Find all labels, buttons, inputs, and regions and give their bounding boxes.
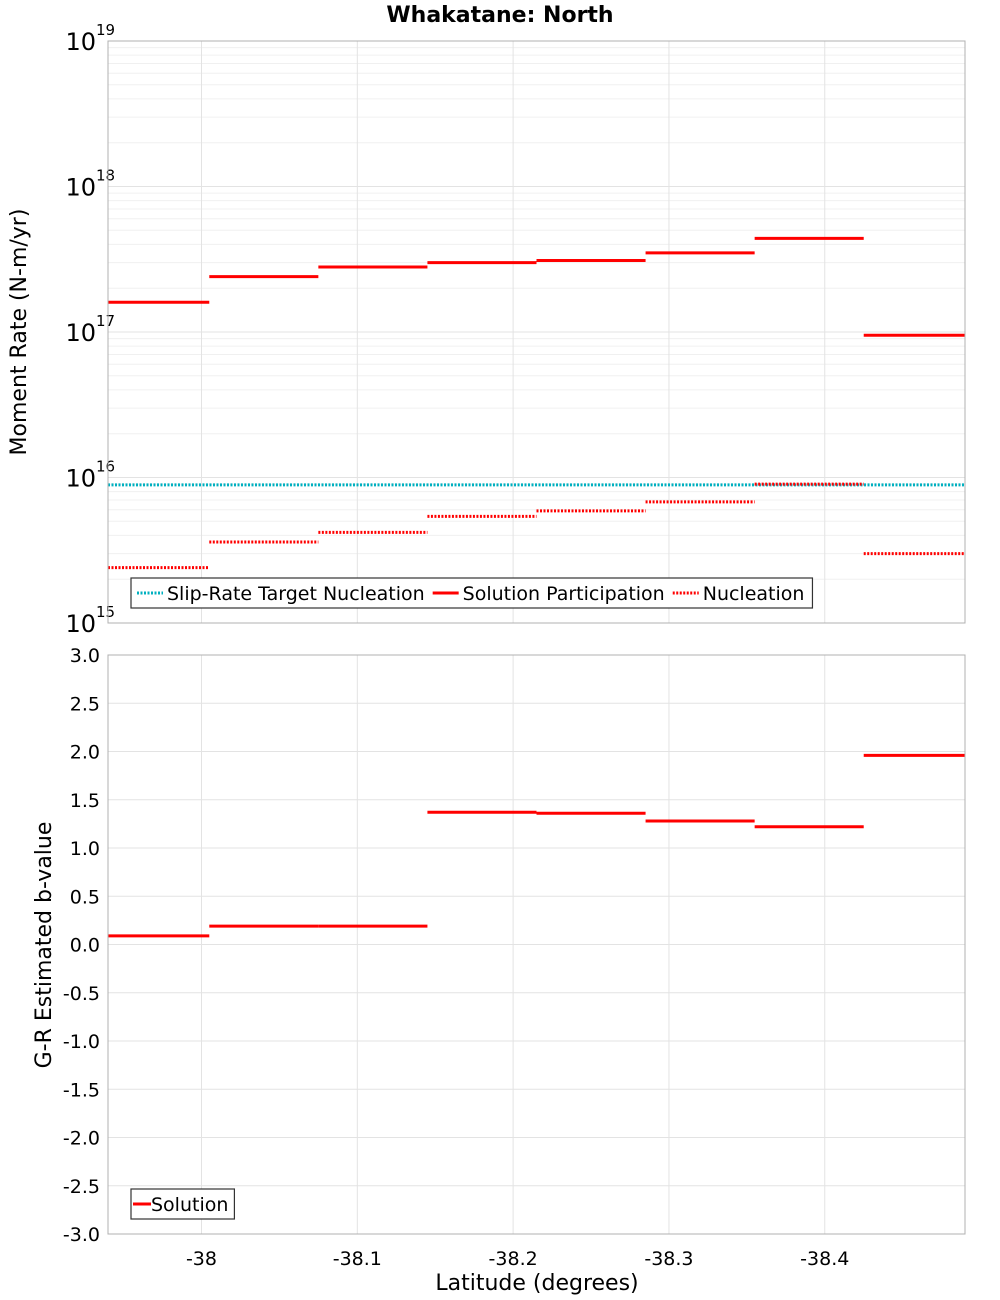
latitude-axis-label: Latitude (degrees) xyxy=(435,1271,638,1296)
legend-label: Nucleation xyxy=(703,583,805,605)
x-tick-label: -38.3 xyxy=(644,1248,693,1270)
b-value-axis-label: G-R Estimated b-value xyxy=(32,822,57,1069)
legend-label: Solution Participation xyxy=(463,583,665,605)
y-tick-label-base: 10 xyxy=(65,319,96,347)
y-tick-label-exponent: 18 xyxy=(96,167,115,185)
y-tick-label: 2.5 xyxy=(70,693,100,715)
y-tick-label-base: 10 xyxy=(65,465,96,493)
moment-rate-axis-label: Moment Rate (N-m/yr) xyxy=(7,209,32,456)
y-tick-label-exponent: 19 xyxy=(96,21,115,39)
chart-title: Whakatane: North xyxy=(386,3,613,28)
y-tick-label-exponent: 15 xyxy=(96,603,115,621)
y-tick-label: -1.0 xyxy=(63,1031,100,1053)
legend-bottom: Solution xyxy=(130,1188,236,1220)
y-tick-label: -1.5 xyxy=(63,1079,100,1101)
x-tick-label: -38.4 xyxy=(800,1248,849,1270)
x-tick-label: -38.2 xyxy=(489,1248,538,1270)
legend-label: Solution xyxy=(151,1194,228,1216)
y-tick-label: -3.0 xyxy=(63,1224,100,1246)
x-tick-label: -38.1 xyxy=(333,1248,382,1270)
y-tick-label: -0.5 xyxy=(63,983,100,1005)
y-tick-label-base: 10 xyxy=(65,174,96,202)
y-tick-label: -2.5 xyxy=(63,1176,100,1198)
y-tick-label: -2.0 xyxy=(63,1128,100,1150)
legend-box xyxy=(130,577,814,609)
y-tick-label-base: 10 xyxy=(65,610,96,638)
y-tick-label: 1.5 xyxy=(70,790,100,812)
plot-frame-bottom xyxy=(107,654,966,1235)
y-tick-label: 0.0 xyxy=(70,935,100,957)
y-tick-label: 0.5 xyxy=(70,886,100,908)
y-tick-label: 3.0 xyxy=(70,645,100,667)
plot-frame-top xyxy=(107,40,966,624)
x-tick-label: -38 xyxy=(186,1248,217,1270)
y-tick-label: 2.0 xyxy=(70,742,100,764)
y-tick-label: 1.0 xyxy=(70,838,100,860)
legend-label: Slip-Rate Target Nucleation xyxy=(167,583,425,605)
y-tick-label-exponent: 17 xyxy=(96,312,115,330)
y-tick-label-exponent: 16 xyxy=(96,458,115,476)
legend-top: Slip-Rate Target Nucleation Solution Part… xyxy=(130,577,814,609)
y-tick-label-base: 10 xyxy=(65,28,96,56)
b-value-panel: -3.0 -2.5 -2.0 -1.5 -1.0 -0.5 0.0 0.5 1.0 1.5 2.0 2… xyxy=(63,645,966,1270)
